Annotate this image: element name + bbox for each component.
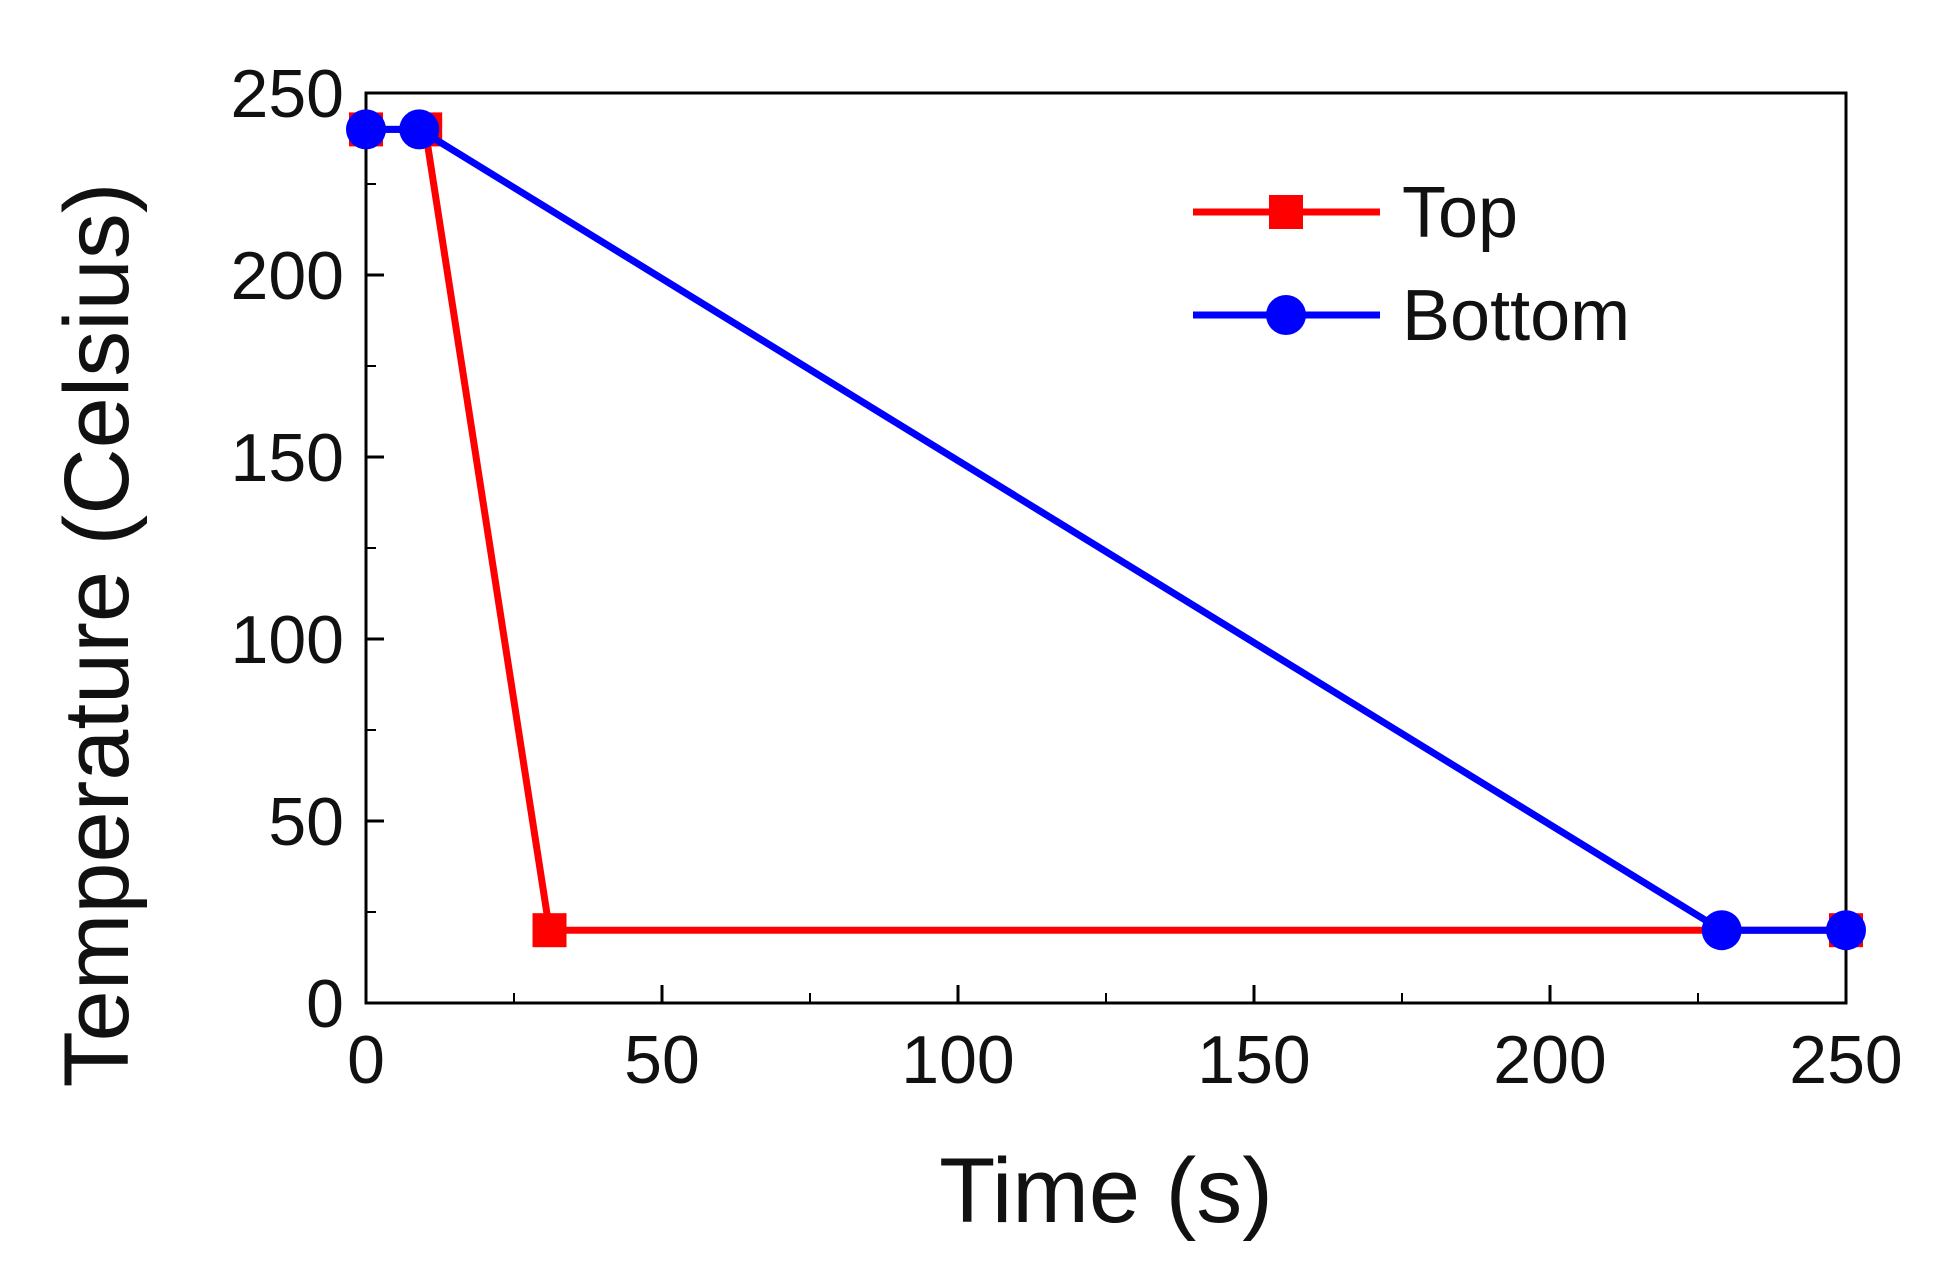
y-tick-labels: 0 50 100 150 200 250 — [231, 56, 344, 1042]
series-bottom — [346, 109, 1866, 951]
legend: Top Bottom — [1193, 173, 1630, 356]
series-bottom-point — [1826, 910, 1866, 951]
minor-ticks — [366, 183, 1699, 1003]
legend-top-marker — [1269, 195, 1303, 229]
y-tick-label: 200 — [231, 238, 344, 314]
legend-bottom-marker — [1266, 295, 1306, 335]
x-tick-label: 0 — [347, 1022, 385, 1098]
x-tick-labels: 0 50 100 150 200 250 — [347, 1022, 1903, 1098]
x-tick-label: 150 — [1197, 1022, 1310, 1098]
legend-top-label: Top — [1402, 173, 1518, 253]
y-tick-label: 250 — [231, 56, 344, 132]
y-tick-label: 100 — [231, 602, 344, 678]
x-tick-label: 200 — [1493, 1022, 1606, 1098]
series-bottom-line — [366, 125, 1846, 934]
series-layer — [346, 109, 1866, 951]
legend-bottom-label: Bottom — [1402, 276, 1630, 356]
y-axis-title: Temperature (Celsius) — [46, 183, 148, 1088]
major-ticks — [364, 91, 1848, 1005]
y-tick-label: 0 — [306, 966, 344, 1042]
series-top-point — [532, 913, 567, 948]
y-tick-label: 50 — [268, 784, 344, 860]
x-tick-label: 100 — [901, 1022, 1014, 1098]
series-bottom-point — [1701, 910, 1742, 951]
x-tick-label: 50 — [624, 1022, 700, 1098]
series-bottom-point — [399, 109, 440, 150]
y-tick-label: 150 — [231, 420, 344, 496]
x-tick-label: 250 — [1789, 1022, 1902, 1098]
x-axis-title: Time (s) — [939, 1140, 1273, 1242]
series-bottom-point — [346, 109, 386, 150]
